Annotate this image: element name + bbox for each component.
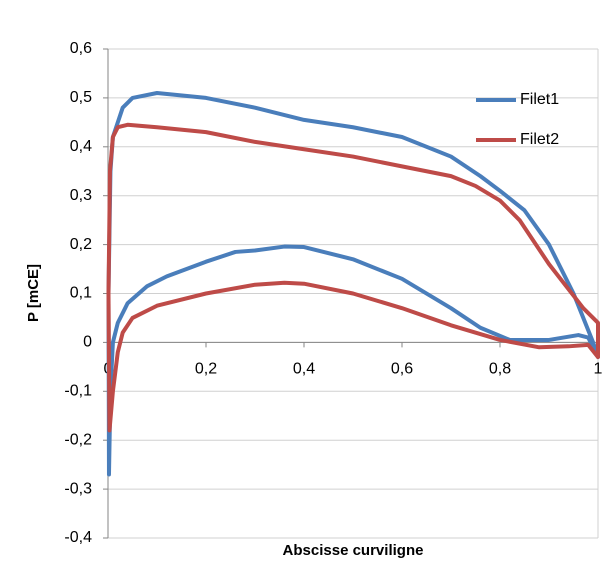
x-tick-label: 0,2 [195, 361, 217, 378]
y-tick-label: 0,5 [70, 89, 92, 106]
y-tick-label: -0,3 [64, 480, 92, 497]
legend-label: Filet2 [520, 131, 559, 148]
y-tick-label: -0,4 [64, 529, 92, 546]
y-tick-label: -0,2 [64, 431, 92, 448]
series-line [106, 91, 600, 477]
y-axis-title: P [mCE] [25, 264, 42, 322]
y-tick-label: -0,1 [64, 383, 92, 400]
y-tick-label: 0,1 [70, 285, 92, 302]
y-tick-label: 0,2 [70, 236, 92, 253]
x-tick-label: 0,6 [391, 361, 413, 378]
legend-label: Filet1 [520, 91, 559, 108]
x-tick-label: 0,4 [293, 361, 315, 378]
y-tick-label: 0 [83, 334, 92, 351]
y-tick-label: 0,4 [70, 138, 92, 155]
x-tick-label: 1 [594, 361, 603, 378]
y-tick-label: 0,3 [70, 187, 92, 204]
x-tick-label: 0,8 [489, 361, 511, 378]
x-axis-title: Abscisse curviligne [283, 542, 424, 559]
series-line [106, 122, 600, 433]
y-tick-label: 0,6 [70, 40, 92, 57]
